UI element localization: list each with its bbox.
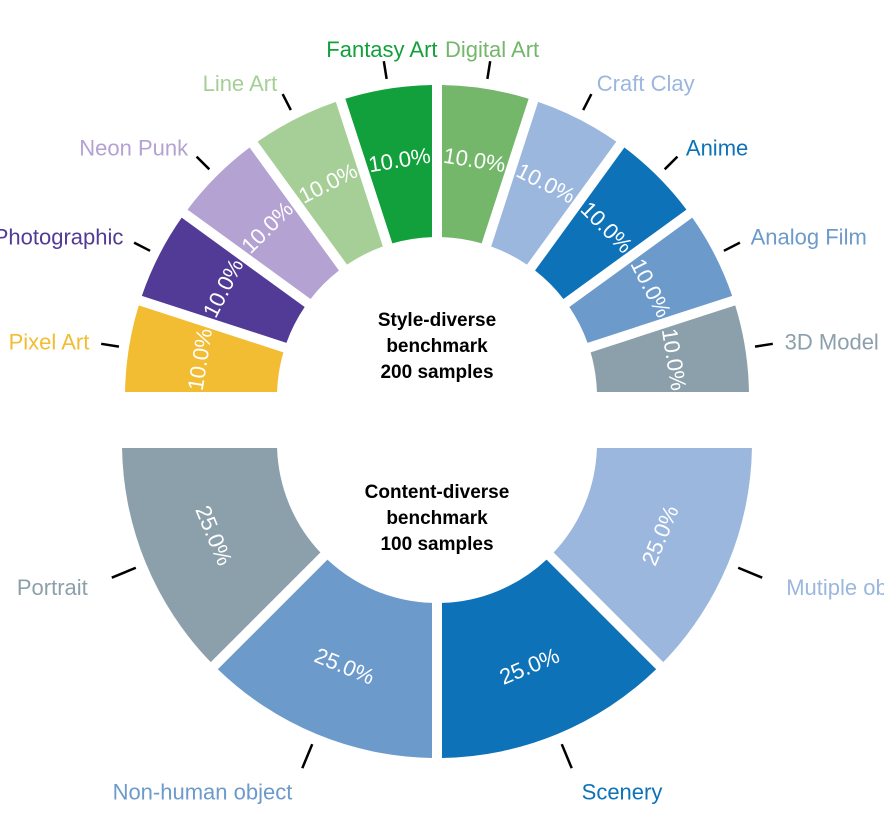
segment-scenery bbox=[441, 559, 657, 758]
segment-neon-punk bbox=[187, 147, 339, 299]
category-label-portrait: Portrait bbox=[17, 575, 88, 600]
content-diverse-center-line-1: Content-diverse bbox=[365, 482, 510, 503]
category-label-craft-clay: Craft Clay bbox=[597, 71, 695, 96]
content-diverse-center-line-2: benchmark bbox=[386, 508, 488, 529]
leader-line-pixel-art bbox=[100, 342, 120, 348]
segment-photographic bbox=[141, 217, 305, 343]
leader-line-craft-clay bbox=[582, 93, 593, 111]
segment-digital-art bbox=[441, 85, 529, 244]
segment-craft-clay bbox=[491, 101, 617, 265]
leader-line-digital-art bbox=[486, 60, 492, 80]
segment-non-human-object bbox=[217, 559, 433, 758]
segment-pixel-art bbox=[125, 305, 284, 393]
style-diverse-center-label: Style-diverse benchmark 200 samples bbox=[378, 310, 496, 383]
style-diverse-center-line-3: 200 samples bbox=[380, 362, 493, 383]
content-diverse-center-label: Content-diverse benchmark 100 samples bbox=[365, 482, 510, 555]
style-diverse-center-line-1: Style-diverse bbox=[378, 310, 496, 331]
category-label-mutiple-objects: Mutiple objects bbox=[786, 575, 884, 600]
leader-line-portrait bbox=[111, 566, 137, 579]
leader-line-3d-model bbox=[754, 342, 774, 348]
category-label-scenery: Scenery bbox=[582, 780, 663, 805]
leader-line-fantasy-art bbox=[382, 60, 388, 80]
leader-line-analog-film bbox=[723, 241, 741, 252]
segment-line-art bbox=[257, 101, 383, 265]
category-label-analog-film: Analog Film bbox=[751, 225, 867, 250]
segment-analog-film bbox=[569, 217, 733, 343]
category-label-anime: Anime bbox=[686, 136, 748, 161]
category-label-digital-art: Digital Art bbox=[445, 37, 539, 62]
category-label-line-art: Line Art bbox=[203, 71, 278, 96]
category-label-non-human-object: Non-human object bbox=[113, 780, 293, 805]
category-label-neon-punk: Neon Punk bbox=[79, 136, 189, 161]
category-label-photographic: Photographic bbox=[0, 225, 123, 250]
segment-3d-model bbox=[590, 305, 749, 393]
leader-line-non-human-object bbox=[301, 743, 314, 769]
segment-fantasy-art bbox=[345, 85, 433, 244]
leader-line-line-art bbox=[281, 93, 292, 111]
leader-line-photographic bbox=[133, 241, 151, 252]
leader-line-mutiple-objects bbox=[737, 566, 763, 579]
segment-anime bbox=[535, 147, 687, 299]
segment-portrait bbox=[122, 447, 321, 663]
leader-line-anime bbox=[663, 155, 679, 171]
segment-mutiple-objects bbox=[553, 447, 752, 663]
leader-line-neon-punk bbox=[195, 155, 211, 171]
style-diverse-center-line-2: benchmark bbox=[386, 336, 488, 357]
category-label-pixel-art: Pixel Art bbox=[9, 329, 90, 354]
category-label-3d-model: 3D Model bbox=[785, 329, 879, 354]
category-label-fantasy-art: Fantasy Art bbox=[326, 37, 437, 62]
content-diverse-center-line-3: 100 samples bbox=[380, 534, 493, 555]
leader-line-scenery bbox=[560, 743, 573, 769]
